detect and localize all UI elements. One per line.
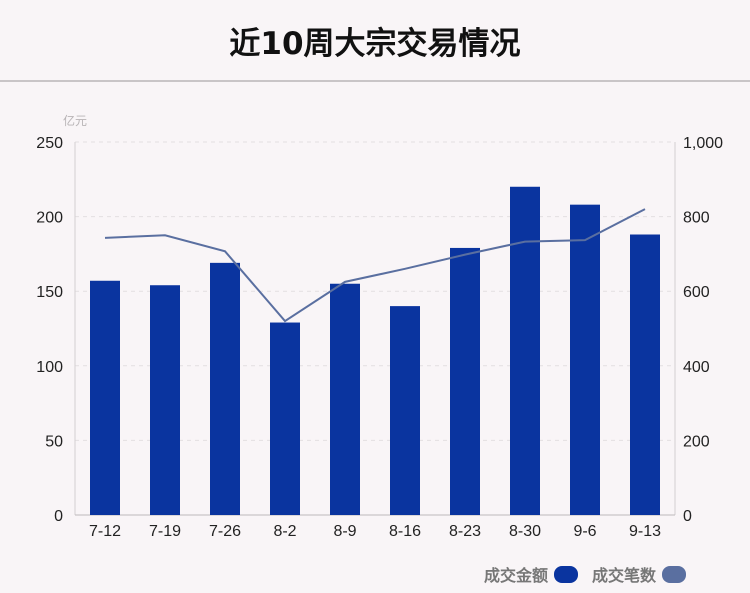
bar-7-26 [210,262,240,515]
x-tick-label: 8-2 [273,523,296,540]
x-tick-label: 7-26 [209,523,241,540]
bar-8-9 [330,283,360,515]
right-tick-label: 400 [683,359,710,376]
x-tick-label: 9-13 [629,523,661,540]
right-tick-label: 1,000 [683,135,723,152]
legend-count-label: 成交笔数 [592,566,657,585]
chart-title: 近10周大宗交易情况 [229,25,521,62]
x-tick-label: 8-30 [509,523,541,540]
right-tick-label: 800 [683,210,710,227]
left-tick-label: 100 [36,359,63,376]
right-tick-label: 0 [683,508,692,525]
x-tick-label: 7-12 [89,523,121,540]
bar-8-16 [390,306,420,515]
x-tick-label: 8-16 [389,523,421,540]
legend-item-count: 成交笔数 [592,562,687,586]
legend-count-swatch [662,565,687,583]
x-tick-label: 8-23 [449,523,481,540]
bar-9-6 [570,204,600,515]
left-axis-unit: 亿元 [63,113,87,128]
line-series-count [104,208,646,323]
bar-7-19 [150,285,180,515]
left-tick-label: 250 [36,135,63,152]
x-tick-label: 9-6 [573,523,596,540]
right-tick-label: 200 [683,433,710,450]
right-tick-label: 600 [683,284,710,301]
x-tick-label: 8-9 [333,523,356,540]
left-tick-label: 0 [54,508,63,525]
legend-amount-label: 成交金额 [484,566,549,585]
chart-legend: 成交金额 成交笔数 [484,562,687,586]
left-tick-label: 150 [36,284,63,301]
legend-amount-swatch [554,565,579,583]
bar-9-13 [630,234,660,515]
left-tick-label: 50 [45,433,63,450]
left-tick-label: 200 [36,210,63,227]
bar-8-23 [450,247,480,515]
title-divider [0,80,750,82]
bar-7-12 [90,280,120,515]
bar-8-2 [270,322,300,515]
x-tick-label: 7-19 [149,523,181,540]
legend-item-amount: 成交金额 [484,562,579,586]
bar-8-30 [510,186,540,515]
